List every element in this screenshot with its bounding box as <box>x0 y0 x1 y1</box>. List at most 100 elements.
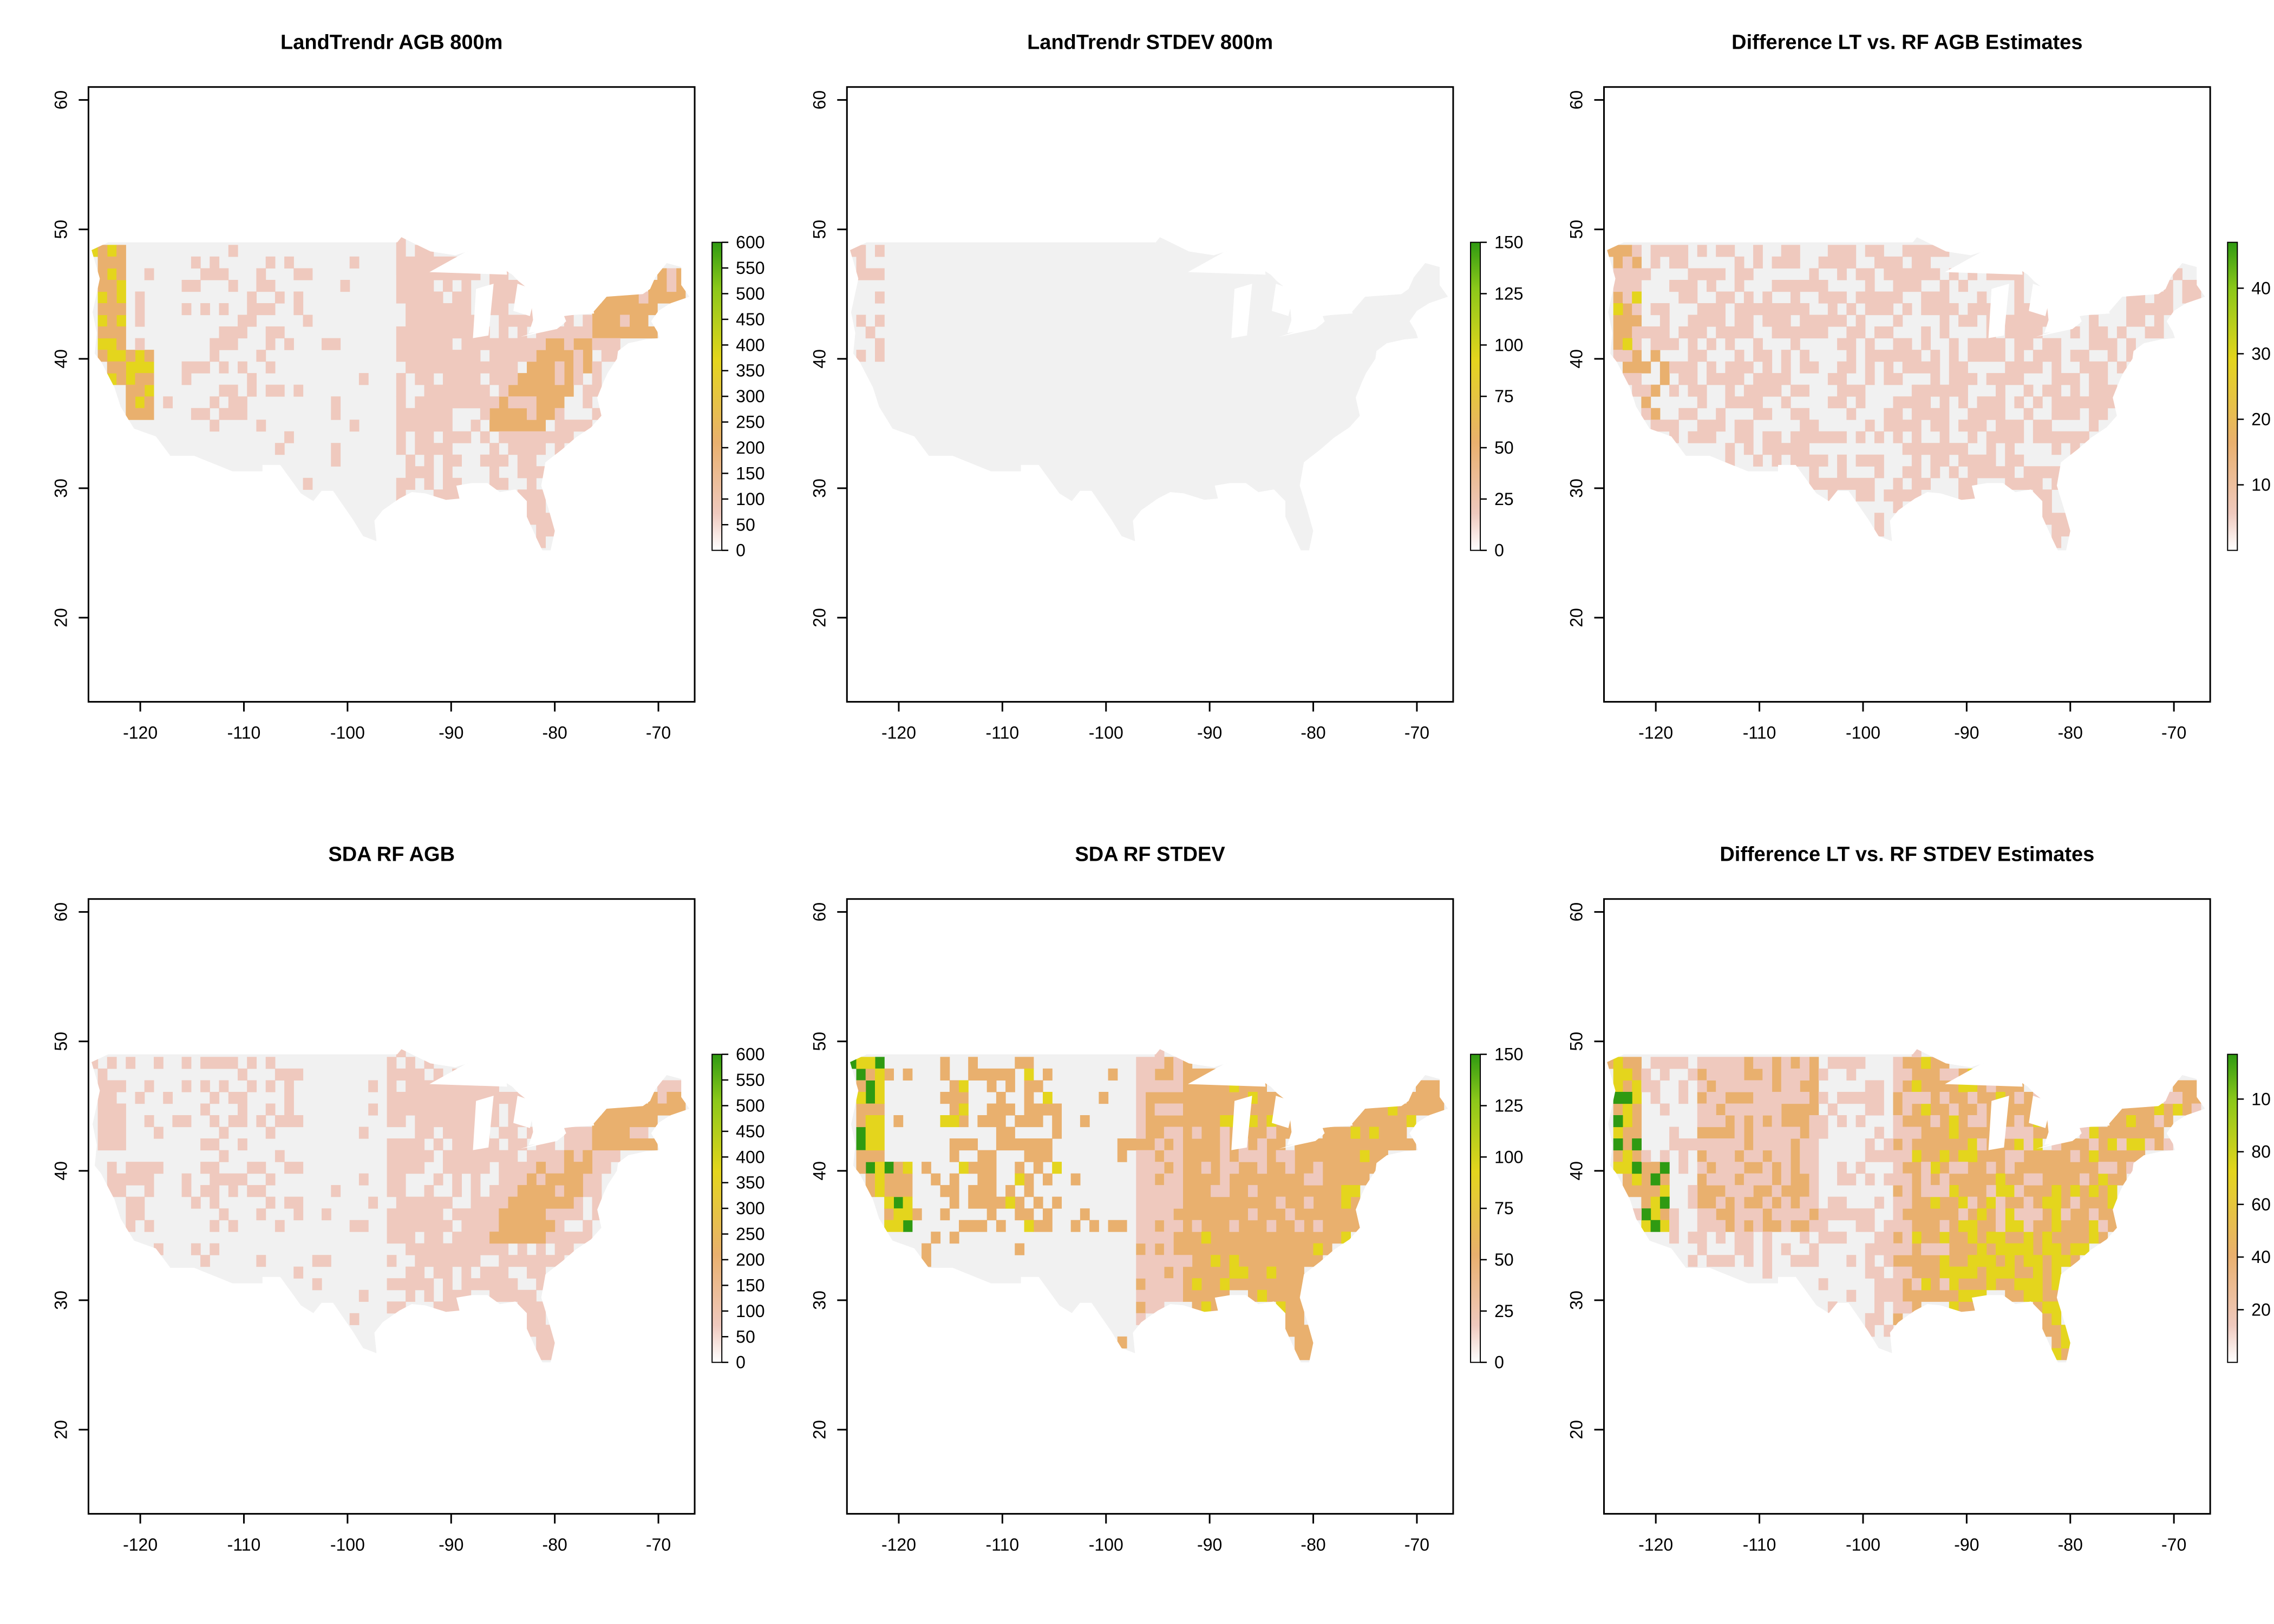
y-tick-label: 60 <box>809 902 829 922</box>
raster-layer <box>1607 237 2205 551</box>
raster-cells <box>1613 245 2201 548</box>
x-tick-label: -100 <box>1846 1535 1880 1554</box>
lake <box>1316 1117 1353 1128</box>
legend-tick-label: 250 <box>736 412 764 432</box>
legend-tick-label: 300 <box>736 1199 764 1218</box>
raster-layer <box>92 1049 690 1363</box>
legend-tick-label: 550 <box>736 1070 764 1090</box>
x-tick-label: -120 <box>1638 1535 1673 1554</box>
legend-colorbar <box>711 1053 723 1363</box>
legend-tick-label: 250 <box>736 1224 764 1244</box>
x-tick-label: -90 <box>1954 1535 1979 1554</box>
lake <box>1316 305 1353 316</box>
legend-tick-label: 25 <box>1494 489 1514 509</box>
lake <box>429 251 507 275</box>
lake <box>1272 1096 1295 1128</box>
legend-tick-label: 10 <box>2251 475 2271 495</box>
y-tick-label: 50 <box>809 220 829 239</box>
x-tick-label: -90 <box>1197 723 1222 742</box>
legend-tick-label: 500 <box>736 1096 764 1115</box>
legend-tick-label: 150 <box>1494 1045 1523 1064</box>
lake <box>1188 1063 1266 1087</box>
lake <box>2073 1117 2110 1128</box>
legend-colorbar <box>711 241 723 551</box>
raster-cells <box>135 237 677 548</box>
lake <box>513 1096 537 1128</box>
raster-cells <box>1613 1057 2182 1360</box>
x-tick-label: -120 <box>881 1535 916 1554</box>
legend-tick-label: 150 <box>1494 233 1523 252</box>
raster-cells <box>850 1057 913 1232</box>
x-tick-label: -100 <box>330 1535 365 1554</box>
y-tick-label: 30 <box>1567 1291 1586 1310</box>
raster-cells <box>92 1049 686 1360</box>
x-tick-label: -90 <box>1954 723 1979 742</box>
legend-tick-label: 30 <box>2251 344 2271 363</box>
legend-tick-label: 600 <box>736 233 764 252</box>
conus-land <box>92 237 690 551</box>
raster-cells <box>1136 1049 1323 1325</box>
raster-cells <box>1632 1049 2201 1337</box>
x-tick-label: -90 <box>439 1535 463 1554</box>
legend-tick-label: 300 <box>736 387 764 406</box>
y-tick-label: 20 <box>51 1420 70 1439</box>
lake <box>473 1096 494 1150</box>
plot-frame <box>1603 86 2211 703</box>
x-tick-label: -100 <box>1089 723 1123 742</box>
map-panel-2: LandTrendr STDEV 800m -120 -110 -100 -90 -80 -… <box>809 31 1523 743</box>
legend-tick-label: 100 <box>1494 335 1523 355</box>
lake <box>1231 1096 1252 1150</box>
raster-cells <box>97 245 686 432</box>
legend-tick-label: 0 <box>736 541 746 560</box>
raster-layer <box>1607 1049 2205 1363</box>
legend-tick-label: 0 <box>1494 1353 1504 1372</box>
y-tick-label: 30 <box>1567 479 1586 498</box>
y-tick-label: 60 <box>809 90 829 110</box>
y-tick-label: 20 <box>809 1420 829 1439</box>
lake <box>2036 322 2081 337</box>
plot-frame <box>1603 898 2211 1515</box>
legend-colorbar <box>2227 241 2238 551</box>
y-tick-label: 40 <box>51 1161 70 1181</box>
raster-layer <box>850 237 1448 551</box>
y-tick-label: 20 <box>1567 1420 1586 1439</box>
y-tick-label: 40 <box>51 349 70 369</box>
y-tick-label: 40 <box>809 1161 829 1181</box>
legend-tick-label: 80 <box>2251 1142 2271 1162</box>
y-tick-label: 50 <box>51 220 70 239</box>
legend-tick-label: 400 <box>736 1147 764 1167</box>
lake <box>1188 251 1266 275</box>
y-tick-label: 20 <box>51 608 70 627</box>
legend-tick-label: 20 <box>2251 1300 2271 1319</box>
y-tick-label: 50 <box>1567 220 1586 239</box>
legend-tick-label: 50 <box>736 515 755 534</box>
lake <box>1988 1096 2009 1150</box>
lake <box>1945 251 2023 275</box>
y-tick-label: 30 <box>51 1291 70 1310</box>
x-tick-label: -90 <box>439 723 463 742</box>
x-tick-label: -80 <box>2058 1535 2083 1554</box>
y-tick-label: 30 <box>809 1291 829 1310</box>
legend-tick-label: 125 <box>1494 1096 1523 1115</box>
lake <box>2073 305 2110 316</box>
legend-tick-label: 40 <box>2251 1247 2271 1267</box>
raster-cells <box>856 1057 1445 1360</box>
legend-tick-label: 10 <box>2251 1089 2271 1109</box>
lake <box>1231 284 1252 338</box>
lake <box>558 305 594 316</box>
map-panel-1: LandTrendr AGB 800m -120 -110 -100 -90 -80 -70… <box>51 31 764 743</box>
lake <box>520 1134 565 1149</box>
panel-title: SDA RF AGB <box>328 843 455 866</box>
legend-tick-label: 0 <box>736 1353 746 1372</box>
x-tick-label: -70 <box>646 723 671 742</box>
y-tick-label: 40 <box>1567 349 1586 369</box>
panel-title: SDA RF STDEV <box>1075 843 1225 866</box>
raster-layer <box>850 1049 1448 1363</box>
raster-layer <box>92 237 690 551</box>
x-tick-label: -110 <box>227 1535 261 1554</box>
raster-cells <box>1613 291 1642 350</box>
lake <box>1988 284 2009 338</box>
y-tick-label: 60 <box>1567 902 1586 922</box>
map-panel-4: SDA RF AGB -120 -110 -100 -90 -80 -70 20 30 40 50 6… <box>51 843 764 1555</box>
